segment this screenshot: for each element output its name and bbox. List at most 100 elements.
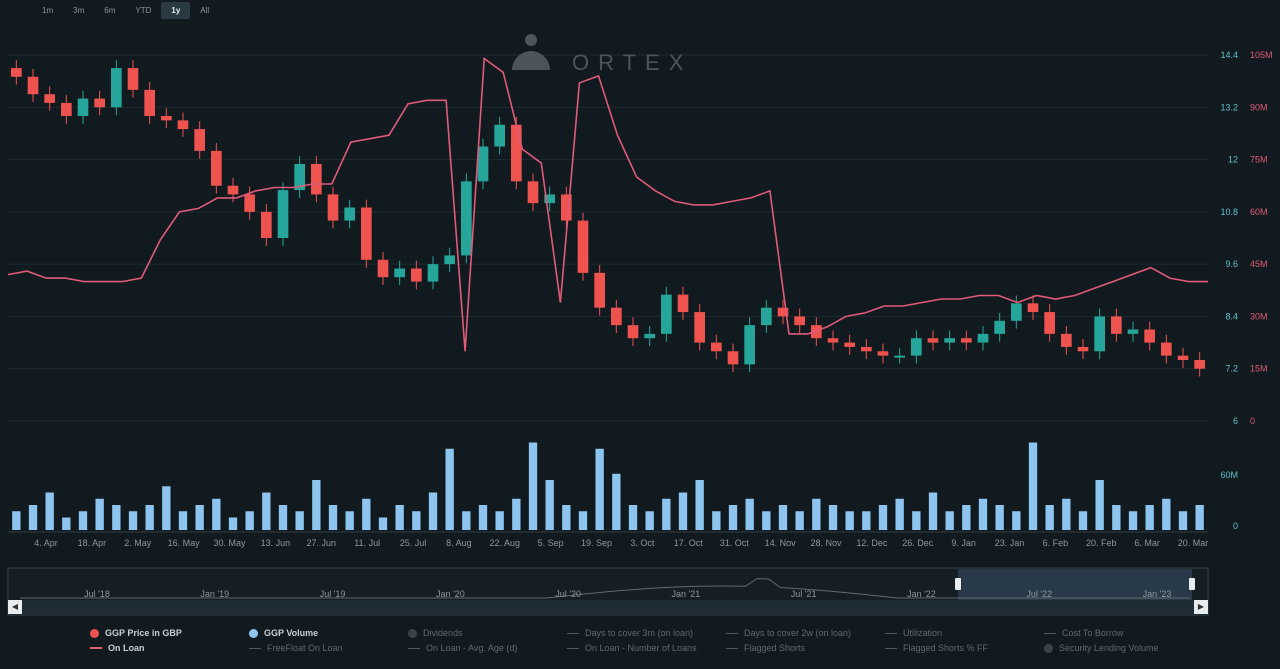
volume-bar (78, 511, 88, 530)
candle-body (194, 129, 205, 151)
candlestick (861, 339, 872, 360)
watermark-logo-body (512, 51, 550, 70)
range-navigator[interactable]: Jul '18 Jan '19 Jul '19 Jan '20 Jul '20 Jan '… (7, 567, 1209, 616)
candle-body (411, 268, 422, 282)
volume-bar (62, 517, 71, 530)
candle-body (44, 94, 55, 103)
candle-body (711, 342, 722, 352)
legend-item[interactable]: Dividends (408, 628, 567, 638)
date-tick-label: 2. May (124, 538, 152, 548)
candle-body (127, 68, 139, 90)
legend-item[interactable]: Days to cover 2w (on loan) (726, 628, 885, 638)
volume-bar (895, 498, 904, 530)
legend-item[interactable]: On Loan - Avg. Age (d) (408, 643, 567, 653)
candle-body (377, 259, 389, 278)
volume-bar (528, 442, 538, 530)
candle-body (677, 294, 689, 313)
candlestick (744, 317, 755, 373)
candlestick (311, 156, 322, 203)
navigator-tick-label: Jan '23 (1143, 589, 1172, 599)
on-loan-tick-label: 30M (1250, 311, 1268, 321)
range-button-6m[interactable]: 6m (104, 6, 116, 15)
legend-item[interactable]: Cost To Borrow (1044, 628, 1203, 638)
candle-body (394, 268, 405, 278)
candlestick (1011, 295, 1022, 329)
volume-bar (1062, 498, 1071, 530)
candle-body (144, 89, 155, 116)
date-tick-label: 12. Dec (856, 538, 888, 548)
range-button-3m[interactable]: 3m (73, 6, 85, 15)
navigator-tick-label: Jul '19 (320, 589, 346, 599)
candle-body (1194, 360, 1205, 369)
candle-body (277, 190, 289, 238)
candle-body (844, 342, 855, 347)
range-button-1y[interactable]: 1y (161, 2, 191, 19)
legend-item[interactable]: FreeFloat On Loan (249, 643, 408, 653)
volume-bar (445, 448, 454, 530)
volume-bar (1178, 511, 1188, 530)
legend-item[interactable]: Flagged Shorts % FF (885, 643, 1044, 653)
legend-item[interactable]: Flagged Shorts (726, 643, 885, 653)
date-tick-label: 8. Aug (446, 538, 472, 548)
legend-item[interactable]: GGP Volume (249, 628, 408, 638)
legend-item[interactable]: Utilization (885, 628, 1044, 638)
candlestick (1061, 326, 1072, 355)
on-loan-line (7, 56, 1208, 352)
range-button-all[interactable]: All (200, 6, 210, 15)
legend-item[interactable]: On Loan - Number of Loans (567, 643, 726, 653)
volume-bar (1012, 511, 1021, 530)
volume-tick-label: 60M (1220, 470, 1238, 480)
candlestick (394, 260, 405, 286)
volume-bar (345, 511, 354, 530)
legend-item[interactable]: GGP Price in GBP (90, 628, 249, 638)
date-axis-labels: 4. Apr 18. Apr 2. May 16. May 30. May 13. Jun… (8, 531, 1209, 548)
range-button-ytd[interactable]: YTD (135, 6, 152, 15)
candlestick (877, 343, 889, 364)
candlestick (294, 156, 305, 198)
candle-body (294, 163, 305, 191)
navigator-scrollbar[interactable] (8, 600, 1208, 615)
volume-bar (912, 511, 921, 530)
candle-body (1177, 355, 1189, 360)
volume-bar (112, 505, 121, 530)
volume-bar (828, 505, 838, 530)
on-loan-tick-label: 15M (1250, 364, 1268, 374)
volume-bar (1045, 505, 1054, 530)
navigator-tick-label: Jul '22 (1026, 589, 1052, 599)
volume-bar (712, 511, 721, 530)
volume-bar (662, 498, 671, 530)
navigator-right-arrow[interactable]: ▶ (1194, 600, 1208, 614)
navigator-right-handle[interactable] (1189, 578, 1195, 590)
legend-label: FreeFloat On Loan (267, 643, 343, 653)
candle-body (227, 185, 239, 195)
date-tick-label: 20. Mar (1178, 538, 1209, 548)
navigator-left-handle[interactable] (955, 578, 961, 590)
volume-bar (795, 511, 804, 530)
price-tick-label: 10.8 (1220, 207, 1238, 217)
legend-item[interactable]: On Loan (90, 643, 249, 653)
navigator-tick-label: Jul '20 (555, 589, 581, 599)
volume-bar (845, 511, 854, 530)
candle-body (211, 150, 222, 186)
candlestick (427, 256, 439, 290)
candle-body (827, 338, 839, 343)
candle-body (894, 355, 905, 358)
price-tick-label: 12 (1228, 155, 1238, 165)
candle-body (877, 351, 889, 356)
legend-item[interactable]: Security Lending Volume (1044, 643, 1203, 653)
legend-label: Days to cover 2w (on loan) (744, 628, 852, 638)
candlestick (527, 173, 539, 211)
candlestick (1194, 352, 1205, 377)
volume-bar (1145, 505, 1154, 530)
volume-bar (312, 480, 321, 530)
price-tick-label: 13.2 (1220, 102, 1238, 112)
legend-marker-icon (408, 647, 420, 649)
date-tick-label: 26. Dec (902, 538, 934, 548)
legend-item[interactable]: Days to cover 3m (on loan) (567, 628, 726, 638)
range-button-1m[interactable]: 1m (42, 6, 54, 15)
volume-bar (1095, 480, 1104, 530)
navigator-left-arrow[interactable]: ◀ (8, 600, 22, 614)
volume-bar (45, 492, 54, 530)
candle-body (777, 307, 789, 317)
candle-body (444, 255, 455, 265)
